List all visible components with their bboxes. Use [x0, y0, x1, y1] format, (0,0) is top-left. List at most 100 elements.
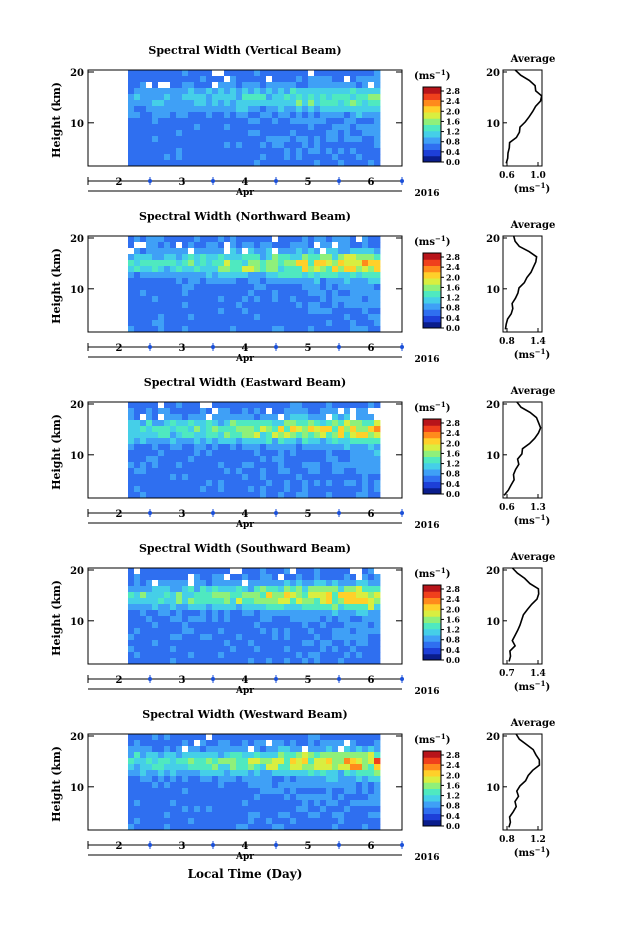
heatmap-cell — [260, 800, 267, 807]
heatmap-cell — [152, 776, 159, 783]
heatmap-cell — [308, 136, 315, 143]
time-tick-label: 4 — [242, 177, 249, 188]
heatmap-cell — [308, 486, 315, 493]
heatmap-cell — [320, 622, 327, 629]
heatmap-cell — [308, 794, 315, 801]
heatmap-cell — [338, 94, 345, 101]
heatmap-cell — [188, 308, 195, 315]
heatmap-cell — [326, 106, 333, 113]
heatmap-cell — [260, 746, 267, 753]
heatmap-cell — [164, 770, 171, 777]
heatmap-cell — [368, 794, 375, 801]
heatmap-cell — [164, 824, 171, 831]
heatmap-cell — [302, 752, 309, 759]
heatmap-cell — [350, 812, 357, 819]
heatmap-cell — [230, 444, 237, 451]
heatmap-cell — [188, 426, 195, 433]
heatmap-cell — [284, 326, 291, 333]
heatmap-cell — [140, 236, 147, 243]
heatmap-cell — [296, 320, 303, 327]
heatmap-cell — [170, 408, 177, 415]
heatmap-cell — [326, 468, 333, 475]
heatmap-cell — [194, 320, 201, 327]
heatmap-cell — [368, 764, 375, 771]
avg-y-tick-label: 20 — [486, 234, 500, 245]
heatmap-cell — [176, 574, 183, 581]
heatmap-cell — [248, 800, 255, 807]
heatmap-cell — [374, 118, 381, 125]
heatmap-cell — [356, 266, 363, 273]
heatmap-cell — [326, 76, 333, 83]
heatmap-cell — [296, 598, 303, 605]
heatmap-cell — [254, 76, 261, 83]
colorbar-band — [423, 462, 441, 470]
heatmap-cell — [152, 746, 159, 753]
heatmap-cell — [146, 308, 153, 315]
heatmap-cell — [356, 640, 363, 647]
heatmap-cell — [314, 574, 321, 581]
panel-5: Spectral Width (Westward Beam)2010Height… — [50, 708, 555, 863]
heatmap-cell — [272, 254, 279, 261]
heatmap-cell — [290, 794, 297, 801]
heatmap-cell — [134, 302, 141, 309]
heatmap-cell — [338, 824, 345, 831]
colorbar-band — [423, 647, 441, 655]
heatmap-cell — [140, 812, 147, 819]
heatmap-cell — [230, 290, 237, 297]
heatmap-cell — [302, 658, 309, 665]
heatmap-cell — [332, 492, 339, 499]
unit-close: ) — [446, 71, 451, 82]
heatmap-cell — [374, 260, 381, 267]
time-tick-label: 2 — [116, 177, 123, 188]
heatmap-cell — [248, 254, 255, 261]
heatmap-cell — [158, 290, 165, 297]
heatmap-cell — [374, 486, 381, 493]
heatmap-cell — [218, 480, 225, 487]
heatmap-cell — [320, 408, 327, 415]
heatmap-cell — [350, 628, 357, 635]
heatmap-cell — [314, 278, 321, 285]
heatmap-cell — [374, 408, 381, 415]
heatmap-cell — [194, 124, 201, 131]
heatmap-cell — [194, 308, 201, 315]
heatmap-cell — [302, 782, 309, 789]
heatmap-cell — [182, 758, 189, 765]
heatmap-cell — [362, 82, 369, 89]
heatmap-cell — [296, 734, 303, 741]
heatmap-cell — [296, 278, 303, 285]
heatmap-cell — [212, 88, 219, 95]
heatmap-cell — [170, 106, 177, 113]
heatmap-cell — [134, 236, 141, 243]
heatmap-cell — [320, 456, 327, 463]
heatmap-cell — [290, 480, 297, 487]
heatmap-cell — [338, 236, 345, 243]
heatmap-cell — [296, 812, 303, 819]
heatmap-cell — [302, 124, 309, 131]
heatmap-cell — [230, 450, 237, 457]
heatmap-cell — [212, 272, 219, 279]
heatmap-cell — [254, 70, 261, 77]
heatmap-cell — [362, 124, 369, 131]
heatmap-cell — [128, 746, 135, 753]
y-tick-label: 20 — [70, 566, 84, 577]
heatmap-cell — [326, 426, 333, 433]
heatmap-cell — [284, 592, 291, 599]
heatmap-cell — [242, 746, 249, 753]
heatmap-cell — [290, 414, 297, 421]
avg-x-tick-label: 1.3 — [530, 503, 546, 513]
heatmap-cell — [302, 254, 309, 261]
heatmap-cell — [254, 408, 261, 415]
heatmap-cell — [140, 640, 147, 647]
heatmap-cell — [260, 622, 267, 629]
heatmap-cell — [152, 764, 159, 771]
heatmap-cell — [140, 598, 147, 605]
heatmap-cell — [242, 154, 249, 161]
heatmap-cell — [272, 818, 279, 825]
heatmap-cell — [212, 284, 219, 291]
heatmap-cell — [368, 248, 375, 255]
heatmap-cell — [152, 474, 159, 481]
heatmap-cell — [176, 592, 183, 599]
heatmap-cell — [284, 118, 291, 125]
heatmap-cell — [164, 94, 171, 101]
heatmap-cell — [158, 320, 165, 327]
